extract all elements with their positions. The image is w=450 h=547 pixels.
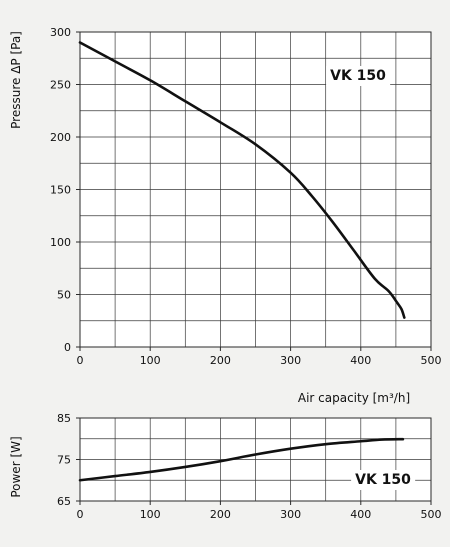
pressure-x-tick-label: 500	[421, 354, 442, 367]
power-axis-title: Power [W]	[9, 436, 23, 497]
pressure-axis-title: Pressure ΔP [Pa]	[9, 31, 23, 129]
power-x-tick-label: 0	[77, 508, 84, 521]
power-y-tick-label: 65	[57, 495, 71, 508]
pressure-x-tick-label: 0	[77, 354, 84, 367]
pressure-series-label-background	[326, 66, 391, 86]
power-curve-line	[78, 437, 405, 482]
pressure-x-tick-label: 300	[280, 354, 301, 367]
power-y-tick-label: 75	[57, 454, 71, 467]
pressure-x-tick-label: 200	[210, 354, 231, 367]
power-chart: Power [W] 0 100 200 300 400 500 65 75 85 VK 150	[9, 412, 442, 521]
power-series-label: VK 150	[355, 472, 411, 488]
pressure-chart: Pressure ΔP [Pa] Air capacity [m³/h] 0 10…	[9, 26, 442, 405]
pressure-y-tick-label: 0	[64, 341, 71, 354]
pressure-curve-line	[78, 41, 406, 319]
power-series-label-background	[351, 470, 416, 490]
power-x-tick-label: 500	[421, 508, 442, 521]
pressure-x-tick-label: 400	[350, 354, 371, 367]
power-x-tick-label: 300	[280, 508, 301, 521]
pressure-y-tick-label: 300	[50, 26, 71, 39]
pressure-series-label: VK 150	[330, 68, 386, 84]
power-x-tick-label: 400	[350, 508, 371, 521]
pressure-y-tick-label: 100	[50, 236, 71, 249]
pressure-y-tick-label: 50	[57, 289, 71, 302]
pressure-y-tick-label: 200	[50, 131, 71, 144]
pressure-y-tick-label: 150	[50, 184, 71, 197]
pressure-x-tick-label: 100	[140, 354, 161, 367]
power-x-tick-label: 200	[210, 508, 231, 521]
pressure-y-tick-label: 250	[50, 79, 71, 92]
power-x-tick-label: 100	[140, 508, 161, 521]
air-capacity-axis-title: Air capacity [m³/h]	[298, 391, 410, 405]
power-y-tick-label: 85	[57, 412, 71, 425]
